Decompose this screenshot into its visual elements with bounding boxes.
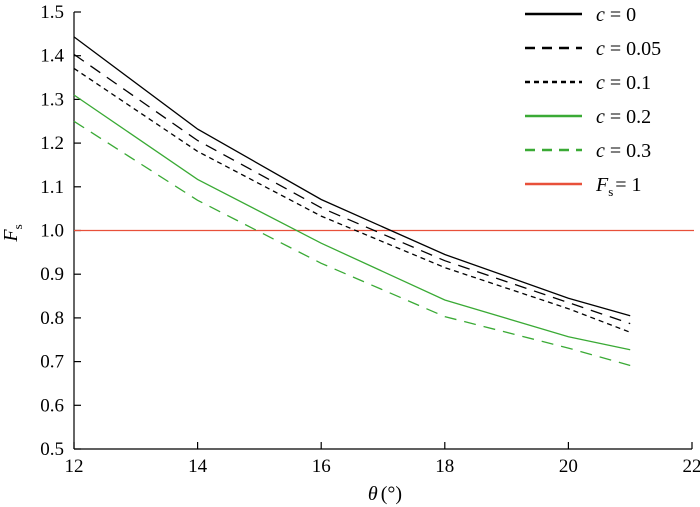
legend-label-reference: Fs = 1 <box>595 174 642 199</box>
x-tick-label: 16 <box>312 456 331 477</box>
x-tick-label: 20 <box>559 456 578 477</box>
y-tick-label: 1.4 <box>40 46 64 67</box>
axes: 12 14 16 18 20 22 0.5 0.6 0.7 0.8 0.9 1.0 1.1 1.2 1.3 1… <box>40 2 700 477</box>
series-line-0 <box>73 36 631 317</box>
legend: c = 0 c = 0.05 c = 0.1 c = 0.2 c = 0.3 Fs = 1 <box>525 4 661 199</box>
legend-label-2: c = 0.1 <box>596 72 651 94</box>
series-line-3 <box>73 94 631 351</box>
x-tick-label: 18 <box>435 456 454 477</box>
legend-label-4: c = 0.3 <box>596 140 651 162</box>
y-tick-label: 0.6 <box>40 395 64 416</box>
series-layer <box>73 36 694 367</box>
y-axis-label: Fs <box>0 224 25 242</box>
x-tick-label: 22 <box>683 456 700 477</box>
y-tick-label: 1.2 <box>40 133 64 154</box>
y-tick-label: 1.3 <box>40 89 64 110</box>
legend-label-3: c = 0.2 <box>596 106 651 128</box>
series-line-4 <box>73 120 631 367</box>
y-tick-label: 0.5 <box>40 439 64 460</box>
y-tick-label: 0.9 <box>40 264 64 285</box>
series-line-2 <box>73 67 631 333</box>
series-line-1 <box>73 53 631 325</box>
y-tick-label: 0.8 <box>40 308 64 329</box>
x-axis-label: θ (°) <box>368 483 402 505</box>
y-tick-label: 1.5 <box>40 2 64 23</box>
x-tick-label: 14 <box>188 456 208 477</box>
legend-label-1: c = 0.05 <box>596 38 661 60</box>
legend-label-0: c = 0 <box>596 4 636 26</box>
y-tick-label: 1.1 <box>40 177 64 198</box>
x-tick-label: 12 <box>65 456 84 477</box>
y-tick-label: 0.7 <box>40 352 64 373</box>
y-tick-label: 1.0 <box>40 221 64 242</box>
